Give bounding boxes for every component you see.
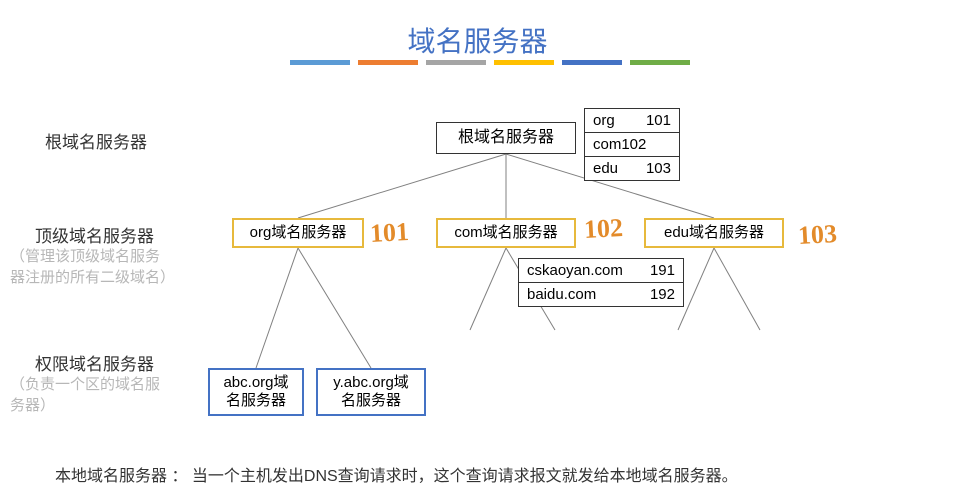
node-yabc: y.abc.org域 名服务器 (316, 368, 426, 416)
label-tld: 顶级域名服务器 (35, 222, 154, 247)
label-auth: 权限域名服务器 (35, 350, 154, 375)
label-root: 根域名服务器 (45, 128, 147, 153)
node-edu: edu域名服务器 (644, 218, 784, 248)
node-root: 根域名服务器 (436, 122, 576, 154)
annotation-103: 103 (797, 219, 838, 251)
table-row: org101 (585, 109, 679, 133)
root-table: org101com102edu103 (584, 108, 680, 181)
table-row: baidu.com192 (519, 283, 683, 306)
table-row: com102 (585, 133, 679, 157)
label-tld-sub: （管理该顶级域名服务 器注册的所有二级域名） (10, 246, 175, 288)
footer-text: 本地域名服务器 ： 当一个主机发出DNS查询请求时，这个查询请求报文就发给本地域… (55, 462, 738, 486)
label-auth-sub: （负责一个区的域名服 务器） (10, 374, 160, 416)
annotation-102: 102 (583, 213, 624, 245)
table-row: edu103 (585, 157, 679, 180)
node-com: com域名服务器 (436, 218, 576, 248)
color-bar-segment (290, 60, 350, 65)
diagram-title: 域名服务器 (0, 20, 955, 60)
color-bar-segment (562, 60, 622, 65)
node-org: org域名服务器 (232, 218, 364, 248)
table-row: cskaoyan.com191 (519, 259, 683, 283)
color-bar-segment (426, 60, 486, 65)
annotation-101: 101 (369, 217, 410, 249)
node-abc: abc.org域 名服务器 (208, 368, 304, 416)
com-table: cskaoyan.com191baidu.com192 (518, 258, 684, 307)
color-bar-segment (630, 60, 690, 65)
color-bar-segment (358, 60, 418, 65)
color-bar-segment (494, 60, 554, 65)
